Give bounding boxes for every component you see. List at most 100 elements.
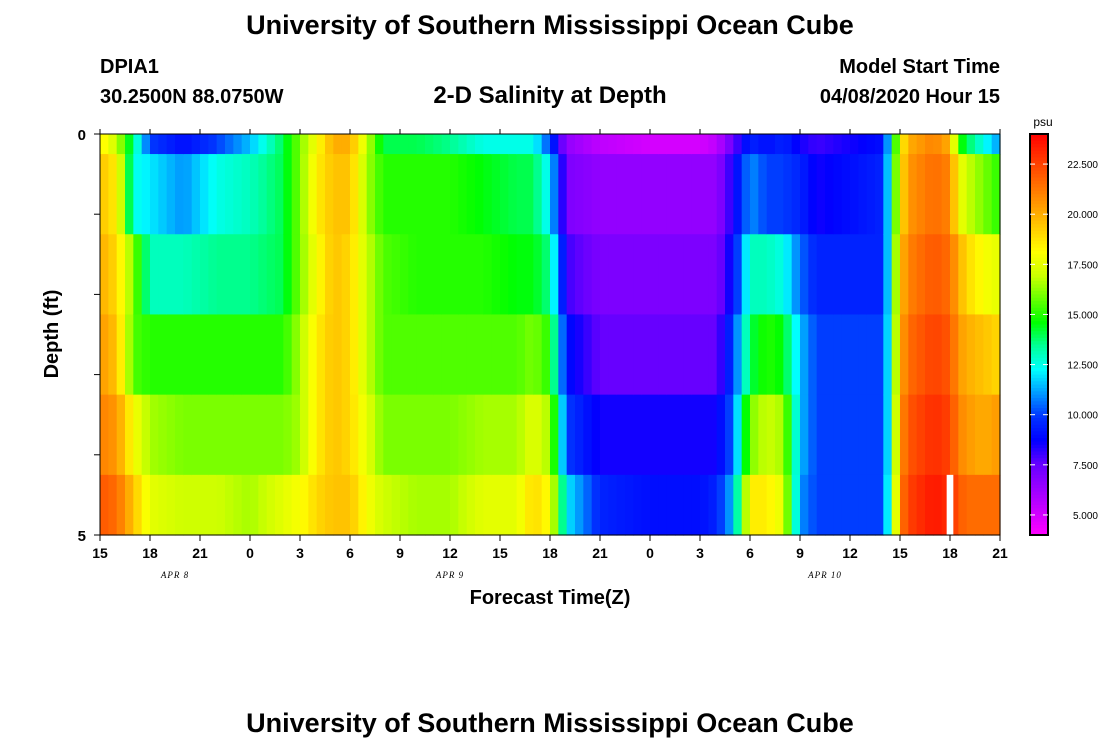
heatmap-cell (375, 154, 384, 235)
heatmap-cell (200, 474, 209, 536)
heatmap-cell (950, 134, 959, 155)
heatmap-cell (241, 234, 251, 316)
heatmap-cell (916, 474, 926, 536)
colorbar-segment (1030, 438, 1048, 443)
heatmap-cell (291, 314, 301, 396)
heatmap-cell (508, 314, 518, 396)
heatmap-cell (791, 154, 801, 235)
heatmap-cell (108, 474, 118, 536)
heatmap-cell (550, 394, 559, 476)
heatmap-cell (483, 394, 493, 476)
heatmap-cell (366, 474, 376, 536)
colorbar-segment (1030, 491, 1048, 496)
heatmap-cell (691, 234, 701, 316)
heatmap-cell (533, 474, 543, 536)
heatmap-cell (816, 474, 826, 536)
heatmap-cell (566, 234, 576, 316)
heatmap-cell (358, 474, 368, 536)
heatmap-cell (341, 134, 351, 155)
heatmap-cell (716, 474, 726, 536)
x-tick-label: 3 (696, 545, 704, 561)
heatmap-cell (975, 154, 984, 235)
heatmap-cell (366, 314, 376, 396)
heatmap-cell (525, 394, 534, 476)
heatmap-cell (408, 234, 418, 316)
heatmap-cell (616, 394, 626, 476)
heatmap-cell (491, 134, 501, 155)
colorbar-segment (1030, 344, 1048, 349)
heatmap-cell (541, 154, 551, 235)
colorbar-segment (1030, 331, 1048, 336)
heatmap-cell (750, 394, 759, 476)
heatmap-cell (116, 474, 126, 536)
heatmap-cell (766, 234, 776, 316)
x-tick-label: 0 (646, 545, 654, 561)
heatmap-cell (766, 474, 776, 536)
heatmap-cell (475, 314, 484, 396)
heatmap-cell (166, 134, 176, 155)
heatmap-cell (650, 394, 659, 476)
heatmap-cell (291, 234, 301, 316)
heatmap-cell (350, 154, 359, 235)
heatmap-cell (575, 394, 584, 476)
heatmap-cell (475, 134, 484, 155)
colorbar-segment (1030, 341, 1048, 346)
heatmap-cell (533, 134, 543, 155)
heatmap-cell (283, 394, 293, 476)
colorbar-segment (1030, 144, 1048, 148)
colorbar-segment (1030, 297, 1048, 302)
heatmap-cell (458, 234, 468, 316)
heatmap-cell (408, 314, 418, 396)
heatmap-cell (466, 134, 476, 155)
heatmap-cell (633, 314, 643, 396)
heatmap-cell (566, 314, 576, 396)
heatmap-cell (916, 314, 926, 396)
heatmap-cell (608, 474, 618, 536)
heatmap-cell (250, 394, 259, 476)
heatmap-cell (708, 134, 718, 155)
colorbar-segment (1030, 247, 1048, 252)
heatmap-cell (750, 474, 759, 536)
heatmap-cell (600, 234, 609, 316)
heatmap-cell (791, 134, 801, 155)
heatmap-cell (550, 234, 559, 316)
heatmap-cell (608, 394, 618, 476)
colorbar-segment (1030, 311, 1048, 316)
colorbar-segment (1030, 337, 1048, 342)
heatmap-cell (233, 134, 243, 155)
heatmap-cell (850, 234, 859, 316)
heatmap-cell (133, 474, 143, 536)
heatmap-cell (883, 314, 893, 396)
heatmap-cell (141, 234, 151, 316)
heatmap-cell (225, 474, 234, 536)
heatmap-cell (616, 154, 626, 235)
heatmap-cell (175, 134, 184, 155)
heatmap-cell (433, 154, 443, 235)
colorbar-segment (1030, 244, 1048, 249)
heatmap-cell (433, 474, 443, 536)
colorbar-segment (1030, 267, 1048, 272)
heatmap-cell (883, 474, 893, 536)
colorbar-segment (1030, 160, 1048, 165)
heatmap-cell (483, 134, 493, 155)
colorbar-segment (1030, 531, 1048, 536)
heatmap-cell (983, 474, 993, 536)
heatmap-cell (800, 154, 809, 235)
heatmap-cell (550, 314, 559, 396)
colorbar-segment (1030, 184, 1048, 189)
heatmap-cell (225, 394, 234, 476)
heatmap-cell (266, 134, 276, 155)
colorbar-segment (1030, 220, 1048, 225)
heatmap-cell (375, 234, 384, 316)
colorbar-segment (1030, 498, 1048, 503)
heatmap-cell (316, 234, 326, 316)
heatmap-cell (441, 314, 451, 396)
heatmap-cell (591, 474, 601, 536)
heatmap-cell (458, 314, 468, 396)
colorbar-segment (1030, 157, 1048, 162)
heatmap-cell (166, 314, 176, 396)
heatmap-cell (466, 234, 476, 316)
heatmap-cell (808, 394, 818, 476)
colorbar-segment (1030, 234, 1048, 239)
heatmap-cell (866, 314, 876, 396)
